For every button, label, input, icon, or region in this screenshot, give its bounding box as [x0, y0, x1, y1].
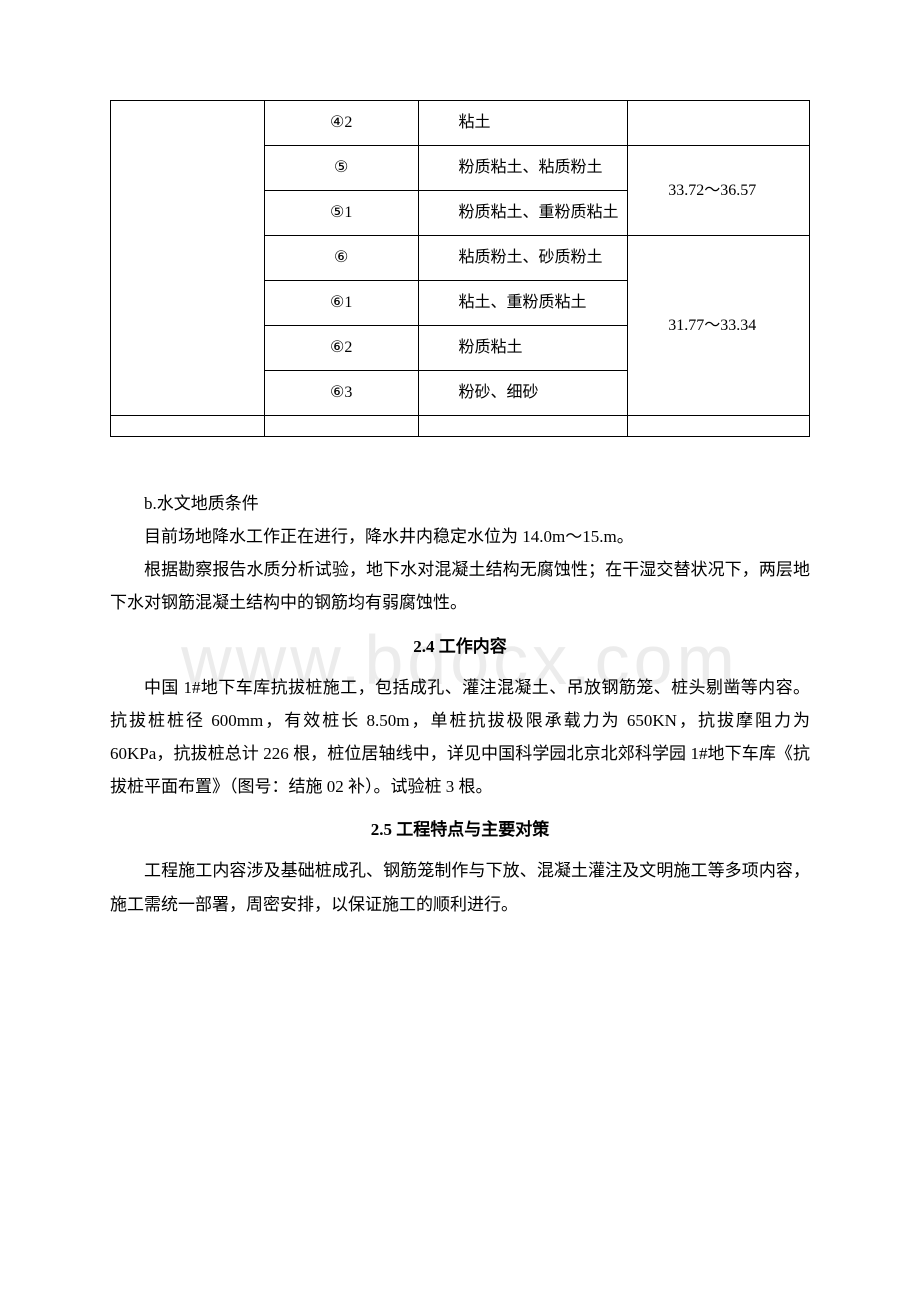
table-cell-value: 33.72～36.57 — [628, 146, 810, 236]
section-24-para: 中国 1#地下车库抗拔桩施工，包括成孔、灌注混凝土、吊放钢筋笼、桩头剔凿等内容。… — [110, 671, 810, 804]
section-24-heading: 2.4 工作内容 — [110, 630, 810, 663]
section-b-para2: 根据勘察报告水质分析试验，地下水对混凝土结构无腐蚀性；在干湿交替状况下，两层地下… — [110, 553, 810, 619]
table-cell-soil-type: 粉质粘土、粘质粉土 — [418, 146, 628, 191]
table-cell — [111, 416, 265, 437]
table-cell — [418, 416, 628, 437]
table-cell — [264, 416, 418, 437]
table-cell-layer-id: ⑥1 — [264, 281, 418, 326]
table-cell-layer-id: ④2 — [264, 101, 418, 146]
geological-table: ④2 粘土 ⑤ 粉质粘土、粘质粉土 33.72～36.57 ⑤1 粉质粘土、重粉… — [110, 100, 810, 437]
table-cell — [628, 416, 810, 437]
section-b-label: b.水文地质条件 — [110, 487, 810, 520]
table-cell-layer-id: ⑥3 — [264, 371, 418, 416]
table-cell-value — [628, 101, 810, 146]
table-cell-layer-id: ⑥2 — [264, 326, 418, 371]
table-cell-soil-type: 粉质粘土、重粉质粘土 — [418, 191, 628, 236]
table-cell-value: 31.77～33.34 — [628, 236, 810, 416]
table-cell-layer-id: ⑤1 — [264, 191, 418, 236]
table-cell-soil-type: 粉砂、细砂 — [418, 371, 628, 416]
table-cell-soil-type: 粉质粘土 — [418, 326, 628, 371]
table-cell-layer-id: ⑤ — [264, 146, 418, 191]
page-content: ④2 粘土 ⑤ 粉质粘土、粘质粉土 33.72～36.57 ⑤1 粉质粘土、重粉… — [110, 100, 810, 921]
table-row: ④2 粘土 — [111, 101, 810, 146]
table-row — [111, 416, 810, 437]
table-cell-layer-id: ⑥ — [264, 236, 418, 281]
section-25-heading: 2.5 工程特点与主要对策 — [110, 813, 810, 846]
section-b-para1: 目前场地降水工作正在进行，降水井内稳定水位为 14.0m～15.m。 — [110, 520, 810, 553]
table-cell-soil-type: 粘土、重粉质粘土 — [418, 281, 628, 326]
table-cell-soil-type: 粘质粉土、砂质粉土 — [418, 236, 628, 281]
table-cell-col1 — [111, 101, 265, 416]
section-25-para: 工程施工内容涉及基础桩成孔、钢筋笼制作与下放、混凝土灌注及文明施工等多项内容，施… — [110, 854, 810, 920]
table-cell-soil-type: 粘土 — [418, 101, 628, 146]
